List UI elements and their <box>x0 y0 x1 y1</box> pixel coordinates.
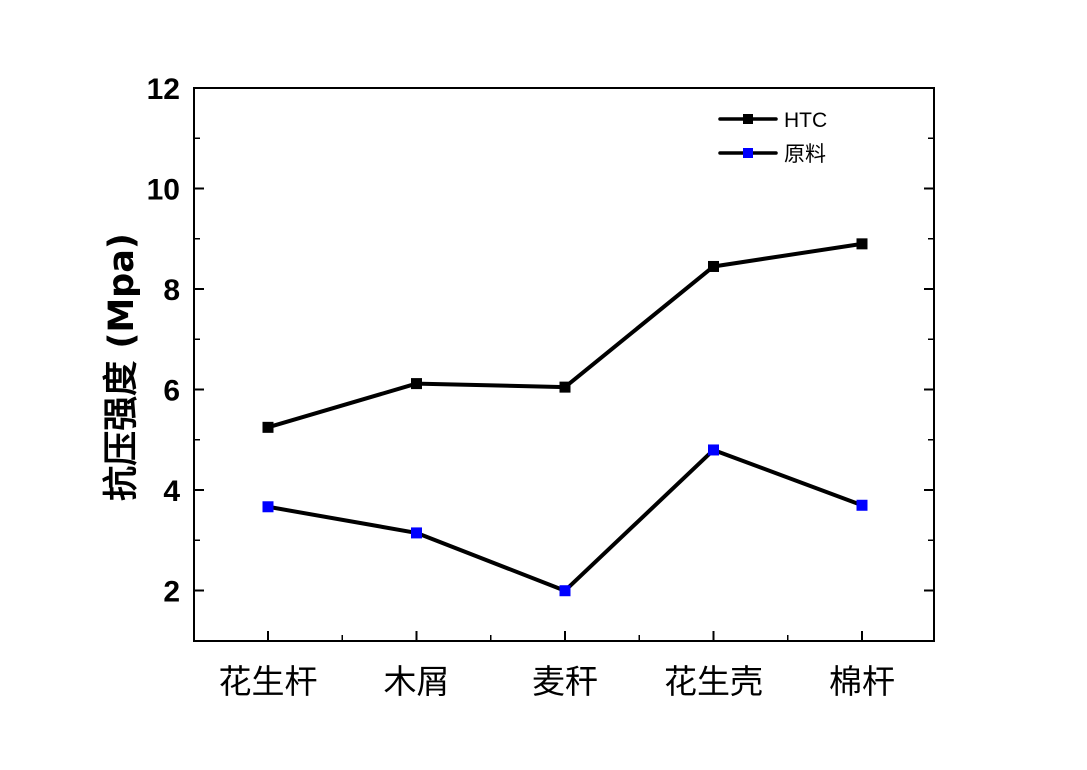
y-axis-label: 抗压强度 (Mpa) <box>101 233 142 501</box>
data-point-marker <box>708 260 719 272</box>
data-point-marker <box>559 585 571 597</box>
x-tick-label: 麦秆 <box>532 662 598 701</box>
x-tick-label: 木屑 <box>384 662 450 701</box>
data-point-marker <box>708 444 719 456</box>
series-line-2 <box>266 447 864 593</box>
x-tick-label: 棉杆 <box>829 662 895 701</box>
y-tick-labels: 2 4 6 8 10 12 <box>147 73 181 609</box>
data-point-marker <box>856 238 868 250</box>
data-point-marker <box>262 421 274 433</box>
axes <box>193 87 935 642</box>
series-plot <box>262 238 868 597</box>
legend-label: 原料 <box>784 143 826 166</box>
legend-label: HTC <box>784 109 827 132</box>
y-tick-label: 10 <box>147 174 180 207</box>
data-point-marker <box>411 378 422 390</box>
legend-marker <box>743 148 753 158</box>
y-tick-label: 8 <box>163 274 180 307</box>
x-tick-labels: 花生杆 木屑 麦秆 花生壳 棉杆 <box>219 662 896 701</box>
y-tick-label: 4 <box>163 475 180 508</box>
tick-marks <box>194 87 934 642</box>
x-tick-label: 花生壳 <box>664 662 763 701</box>
data-point-marker <box>856 499 868 511</box>
data-point-marker <box>559 381 571 393</box>
y-tick-label: 12 <box>147 73 180 106</box>
plot-frame <box>193 87 935 642</box>
x-tick-label: 花生杆 <box>219 662 318 701</box>
data-point-marker <box>262 501 274 513</box>
data-point-marker <box>411 527 422 539</box>
y-tick-label: 6 <box>163 375 180 408</box>
legend-marker <box>743 114 753 124</box>
y-tick-label: 2 <box>163 576 180 609</box>
legend: HTC 原料 <box>718 109 827 166</box>
series-line-1 <box>266 241 864 430</box>
